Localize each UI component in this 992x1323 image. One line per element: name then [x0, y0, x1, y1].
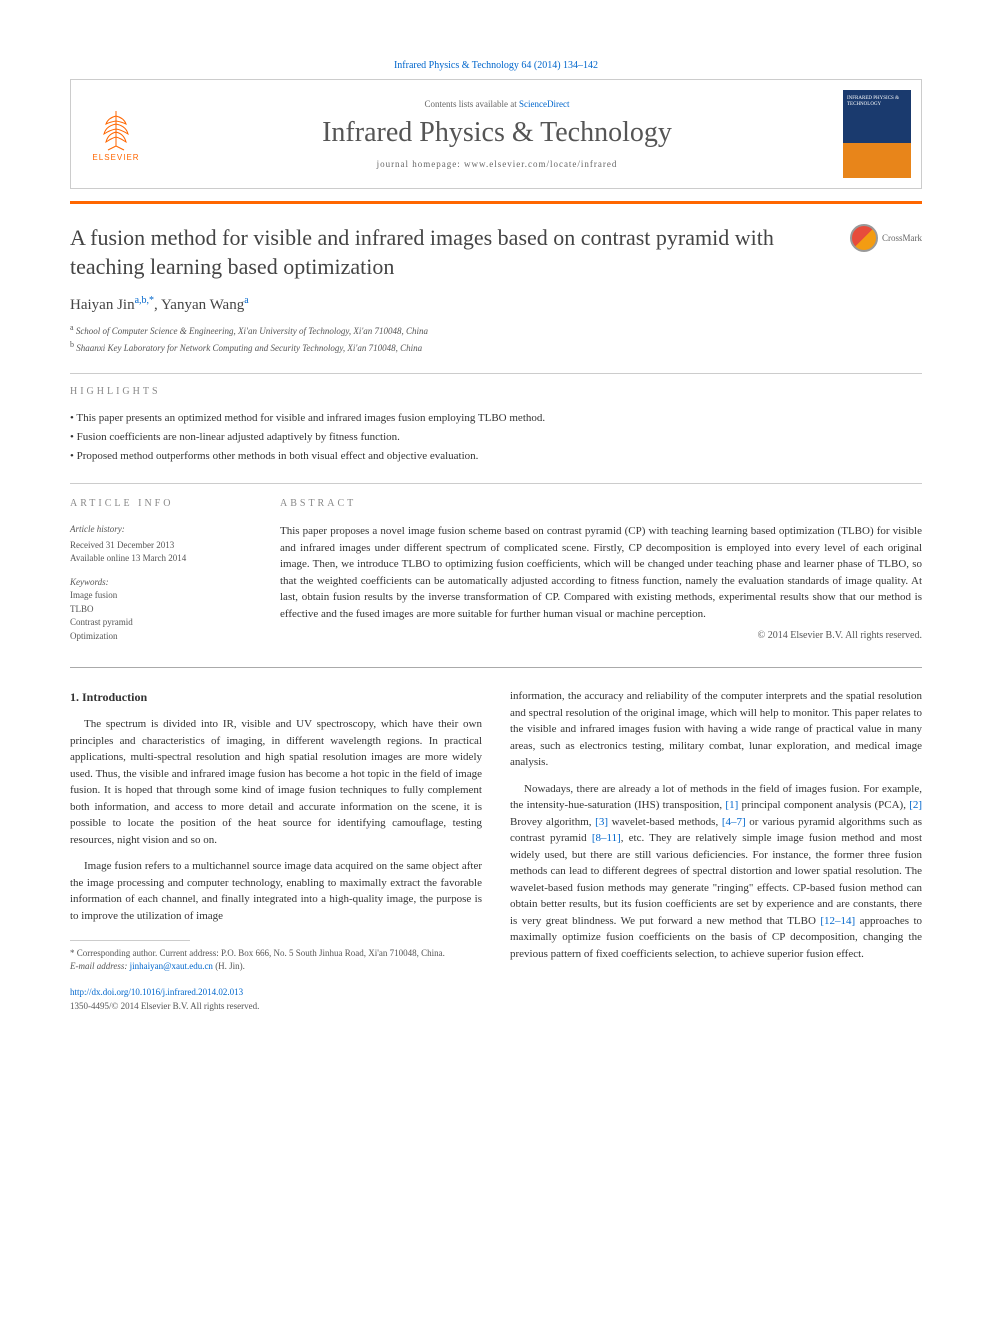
ref-link[interactable]: [3]	[595, 816, 608, 828]
abstract-text: This paper proposes a novel image fusion…	[280, 523, 922, 622]
homepage-line: journal homepage: www.elsevier.com/locat…	[151, 159, 843, 169]
corr-author-note: * Corresponding author. Current address:…	[70, 947, 482, 960]
keyword: TLBO	[70, 603, 250, 617]
elsevier-label: ELSEVIER	[92, 153, 139, 162]
accent-bar	[70, 201, 922, 204]
highlight-item: Proposed method outperforms other method…	[70, 447, 922, 466]
ref-link[interactable]: [12–14]	[820, 915, 855, 927]
keyword: Optimization	[70, 630, 250, 644]
affiliation-b-text: Shaanxi Key Laboratory for Network Compu…	[76, 343, 422, 353]
email-link[interactable]: jinhaiyan@xaut.edu.cn	[130, 961, 213, 971]
highlights-list: This paper presents an optimized method …	[70, 409, 922, 465]
divider	[70, 667, 922, 668]
authors-line: Haiyan Jina,b,*, Yanyan Wanga	[70, 295, 922, 314]
author-2[interactable]: , Yanyan Wang	[154, 297, 244, 313]
affiliation-b: b Shaanxi Key Laboratory for Network Com…	[70, 339, 922, 356]
abstract-copyright: © 2014 Elsevier B.V. All rights reserved…	[280, 628, 922, 643]
affiliation-a: a School of Computer Science & Engineeri…	[70, 322, 922, 339]
body-text: principal component analysis (PCA),	[738, 799, 909, 811]
journal-name: Infrared Physics & Technology	[151, 117, 843, 149]
body-paragraph: information, the accuracy and reliabilit…	[510, 688, 922, 771]
divider	[70, 483, 922, 484]
affiliation-a-text: School of Computer Science & Engineering…	[76, 326, 428, 336]
elsevier-tree-icon	[96, 106, 136, 151]
keyword: Image fusion	[70, 589, 250, 603]
crossmark-label: CrossMark	[882, 233, 922, 243]
keyword: Contrast pyramid	[70, 616, 250, 630]
footnote-divider	[70, 940, 190, 941]
body-paragraph: Nowadays, there are already a lot of met…	[510, 781, 922, 963]
abstract-label: ABSTRACT	[280, 496, 922, 511]
footer-block: http://dx.doi.org/10.1016/j.infrared.201…	[70, 986, 482, 1013]
divider	[70, 373, 922, 374]
body-text: Brovey algorithm,	[510, 816, 595, 828]
elsevier-logo[interactable]: ELSEVIER	[81, 97, 151, 172]
body-text: wavelet-based methods,	[608, 816, 722, 828]
author-1-affil[interactable]: a,b,	[135, 295, 149, 306]
body-paragraph: Image fusion refers to a multichannel so…	[70, 858, 482, 924]
homepage-url[interactable]: www.elsevier.com/locate/infrared	[464, 159, 617, 169]
highlight-item: Fusion coefficients are non-linear adjus…	[70, 428, 922, 447]
history-label: Article history:	[70, 523, 250, 537]
article-info-label: ARTICLE INFO	[70, 496, 250, 511]
email-label: E-mail address:	[70, 961, 130, 971]
header-center: Contents lists available at ScienceDirec…	[151, 99, 843, 169]
author-2-affil[interactable]: a	[244, 295, 248, 306]
cover-text: INFRARED PHYSICS & TECHNOLOGY	[847, 96, 907, 108]
contents-prefix: Contents lists available at	[425, 99, 519, 109]
article-info-column: ARTICLE INFO Article history: Received 3…	[70, 496, 250, 643]
ref-link[interactable]: [4–7]	[722, 816, 746, 828]
ref-link[interactable]: [1]	[725, 799, 738, 811]
doi-link[interactable]: http://dx.doi.org/10.1016/j.infrared.201…	[70, 987, 243, 997]
keywords-label: Keywords:	[70, 576, 250, 590]
contents-list-line: Contents lists available at ScienceDirec…	[151, 99, 843, 109]
highlights-label: HIGHLIGHTS	[70, 386, 922, 397]
online-date: Available online 13 March 2014	[70, 552, 250, 566]
body-paragraph: The spectrum is divided into IR, visible…	[70, 716, 482, 848]
issn-copyright: 1350-4495/© 2014 Elsevier B.V. All right…	[70, 1000, 482, 1014]
info-abstract-row: ARTICLE INFO Article history: Received 3…	[70, 496, 922, 643]
abstract-column: ABSTRACT This paper proposes a novel ima…	[280, 496, 922, 643]
received-date: Received 31 December 2013	[70, 539, 250, 553]
ref-link[interactable]: [2]	[909, 799, 922, 811]
email-line: E-mail address: jinhaiyan@xaut.edu.cn (H…	[70, 960, 482, 973]
author-1[interactable]: Haiyan Jin	[70, 297, 135, 313]
body-text: , etc. They are relatively simple image …	[510, 832, 922, 927]
journal-reference[interactable]: Infrared Physics & Technology 64 (2014) …	[70, 60, 922, 71]
title-row: A fusion method for visible and infrared…	[70, 224, 922, 281]
corresponding-footnote: * Corresponding author. Current address:…	[70, 947, 482, 972]
body-column-right: information, the accuracy and reliabilit…	[510, 688, 922, 1013]
ref-link[interactable]: [8–11]	[592, 832, 621, 844]
journal-cover-thumbnail[interactable]: INFRARED PHYSICS & TECHNOLOGY	[843, 90, 911, 178]
journal-header: ELSEVIER Contents lists available at Sci…	[70, 79, 922, 189]
body-columns: 1. Introduction The spectrum is divided …	[70, 688, 922, 1013]
email-suffix: (H. Jin).	[213, 961, 245, 971]
section-heading-intro: 1. Introduction	[70, 688, 482, 706]
affiliations: a School of Computer Science & Engineeri…	[70, 322, 922, 355]
page-container: Infrared Physics & Technology 64 (2014) …	[0, 0, 992, 1053]
crossmark-badge[interactable]: CrossMark	[850, 224, 922, 252]
sciencedirect-link[interactable]: ScienceDirect	[519, 99, 569, 109]
crossmark-icon	[850, 224, 878, 252]
body-column-left: 1. Introduction The spectrum is divided …	[70, 688, 482, 1013]
highlight-item: This paper presents an optimized method …	[70, 409, 922, 428]
homepage-prefix: journal homepage:	[377, 159, 464, 169]
article-title: A fusion method for visible and infrared…	[70, 224, 830, 281]
